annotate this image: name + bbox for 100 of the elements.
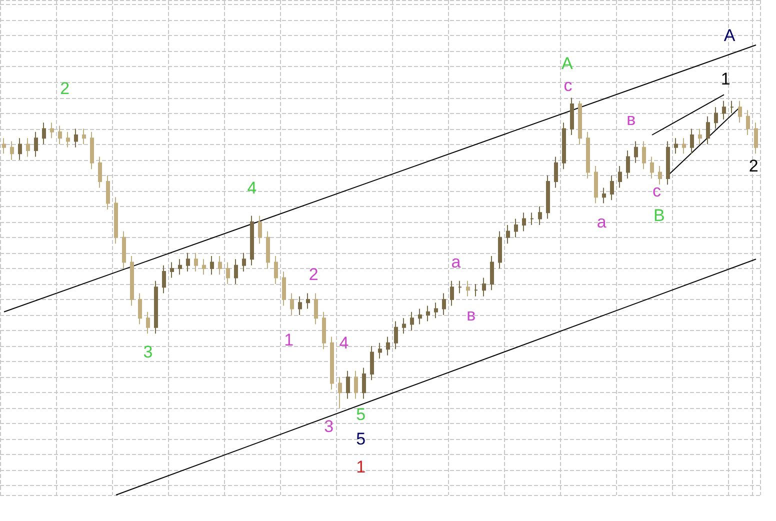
candlestick: [530, 212, 534, 226]
candlestick: [554, 156, 558, 188]
candlestick: [210, 256, 214, 276]
candlestick: [130, 256, 134, 306]
candlestick: [386, 336, 390, 356]
candlestick: [146, 311, 150, 334]
candlestick: [162, 264, 166, 294]
candlestick: [538, 206, 542, 226]
annotation: 2: [748, 156, 758, 176]
candlestick: [578, 100, 582, 145]
text: A: [724, 26, 736, 46]
candlestick: [698, 128, 702, 145]
candlestick: [658, 166, 662, 186]
candlestick: [298, 296, 302, 316]
candlestick: [266, 230, 270, 269]
annotation: в: [626, 110, 636, 129]
annotation: 3: [143, 342, 153, 362]
annotation: 2: [60, 78, 70, 98]
candlestick: [354, 370, 358, 400]
candlestick: [346, 370, 350, 400]
candlestick: [650, 156, 654, 179]
candlestick: [250, 215, 254, 266]
candlestick: [114, 196, 118, 244]
text: 1: [356, 458, 366, 477]
candlestick: [618, 166, 622, 188]
candlestick: [338, 376, 342, 409]
candlestick: [738, 100, 742, 124]
candlestick: [466, 280, 470, 297]
candlestick: [226, 262, 230, 284]
candlestick: [394, 320, 398, 350]
candlestick: [170, 262, 174, 278]
annotation: B: [654, 206, 665, 226]
candlestick: [362, 367, 366, 400]
candlestick: [458, 280, 462, 294]
candlestick: [602, 187, 606, 204]
candlestick: [330, 336, 334, 390]
candlestick: [258, 215, 262, 244]
candlestick: [234, 258, 238, 284]
annotation: в: [466, 306, 476, 324]
candlestick: [522, 212, 526, 232]
candlestick: [122, 230, 126, 269]
candlestick: [426, 305, 430, 322]
candlestick: [370, 346, 374, 381]
candlestick: [666, 140, 670, 186]
text: 3: [324, 417, 334, 436]
candlestick: [154, 280, 158, 334]
candlestick: [18, 138, 22, 160]
candlestick: [722, 100, 726, 120]
candlestick: [674, 138, 678, 154]
candlestick: [506, 224, 510, 244]
candlestick: [274, 256, 278, 284]
candlestick: [10, 140, 14, 160]
candlestick: [450, 280, 454, 306]
candlestick: [730, 100, 734, 114]
candlestick: [634, 140, 638, 164]
annotation: 2: [308, 265, 318, 284]
candlestick: [50, 122, 54, 139]
candlestick: [442, 292, 446, 316]
candlestick: [306, 292, 310, 310]
annotation: 4: [247, 178, 257, 198]
candlestick: [498, 230, 502, 269]
candlestick: [586, 131, 590, 179]
candlestick: [26, 138, 30, 158]
candlestick: [474, 283, 478, 297]
candlestick: [410, 311, 414, 332]
text: A: [562, 54, 574, 74]
candlestick: [58, 125, 62, 145]
candlestick: [378, 342, 382, 359]
candlestick: [98, 156, 102, 188]
candlestick: [690, 128, 694, 154]
candlestick: [594, 166, 598, 204]
candlestick: [194, 252, 198, 272]
candlestick: [66, 131, 70, 148]
annotation: 1: [284, 330, 294, 350]
candlestick: [34, 131, 38, 158]
candlestick: [178, 258, 182, 276]
candlestick: [106, 174, 110, 210]
candlestick: [490, 256, 494, 291]
candlestick: [186, 252, 190, 272]
candlestick: [546, 174, 550, 220]
candlestick: [714, 106, 718, 130]
candlestick: [314, 292, 318, 325]
candlestick: [290, 292, 294, 316]
candlestick: [218, 256, 222, 276]
candlestick: [570, 97, 574, 136]
annotation: c: [652, 181, 662, 200]
text: c: [564, 76, 573, 95]
candlestick: [746, 110, 750, 136]
candlestick: [402, 318, 406, 334]
candlestick: [610, 174, 614, 201]
text: 1: [720, 70, 730, 89]
candlestick: [90, 131, 94, 170]
candlestick: [322, 311, 326, 350]
candlestick: [138, 292, 142, 325]
candlestick: [626, 150, 630, 179]
candlestick: [202, 258, 206, 276]
candlestick: [562, 122, 566, 170]
annotation: a: [596, 212, 607, 232]
candlestick: [74, 128, 78, 148]
annotation: 5: [356, 404, 366, 424]
